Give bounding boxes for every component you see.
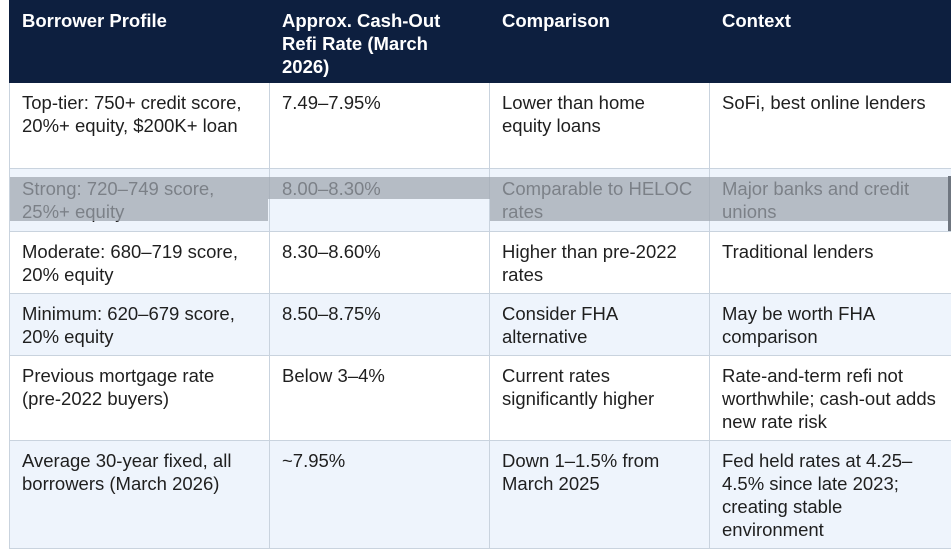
cell-comparison: Higher than pre-2022 rates [489, 231, 710, 294]
header-cash-out-rate: Approx. Cash-Out Refi Rate (March 2026) [269, 0, 490, 83]
table-row: Strong: 720–749 score, 25%+ equity 8.00–… [9, 168, 951, 232]
table-row: Moderate: 680–719 score, 20% equity 8.30… [9, 231, 951, 294]
cell-comparison: Lower than home equity loans [489, 82, 710, 169]
cell-context: Fed held rates at 4.25–4.5% since late 2… [709, 440, 951, 549]
cell-borrower-profile: Strong: 720–749 score, 25%+ equity [9, 168, 270, 232]
header-borrower-profile: Borrower Profile [9, 0, 270, 83]
cell-rate: 8.00–8.30% [269, 168, 490, 232]
header-comparison: Comparison [489, 0, 710, 83]
cell-borrower-profile: Previous mortgage rate (pre-2022 buyers) [9, 355, 270, 441]
cell-context: Rate-and-term refi not worthwhile; cash-… [709, 355, 951, 441]
table-row: Minimum: 620–679 score, 20% equity 8.50–… [9, 293, 951, 356]
cell-borrower-profile: Average 30-year fixed, all borrowers (Ma… [9, 440, 270, 549]
cell-context: Major banks and credit unions [709, 168, 951, 232]
cell-borrower-profile: Moderate: 680–719 score, 20% equity [9, 231, 270, 294]
header-row: Borrower Profile Approx. Cash-Out Refi R… [9, 0, 951, 83]
cell-context: Traditional lenders [709, 231, 951, 294]
cell-rate: 8.50–8.75% [269, 293, 490, 356]
cell-borrower-profile: Minimum: 620–679 score, 20% equity [9, 293, 270, 356]
cell-comparison: Down 1–1.5% from March 2025 [489, 440, 710, 549]
cell-rate: 8.30–8.60% [269, 231, 490, 294]
rates-table: Borrower Profile Approx. Cash-Out Refi R… [9, 0, 951, 549]
scrollbar[interactable] [948, 176, 951, 231]
cell-context: May be worth FHA comparison [709, 293, 951, 356]
cell-comparison: Consider FHA alternative [489, 293, 710, 356]
cell-rate: 7.49–7.95% [269, 82, 490, 169]
table-row: Top-tier: 750+ credit score, 20%+ equity… [9, 82, 951, 169]
cell-rate: Below 3–4% [269, 355, 490, 441]
cell-comparison: Current rates significantly higher [489, 355, 710, 441]
cell-rate: ~7.95% [269, 440, 490, 549]
cell-context: SoFi, best online lenders [709, 82, 951, 169]
cell-borrower-profile: Top-tier: 750+ credit score, 20%+ equity… [9, 82, 270, 169]
header-context: Context [709, 0, 951, 83]
table-row: Previous mortgage rate (pre-2022 buyers)… [9, 355, 951, 441]
cell-comparison: Comparable to HELOC rates [489, 168, 710, 232]
table-row: Average 30-year fixed, all borrowers (Ma… [9, 440, 951, 549]
